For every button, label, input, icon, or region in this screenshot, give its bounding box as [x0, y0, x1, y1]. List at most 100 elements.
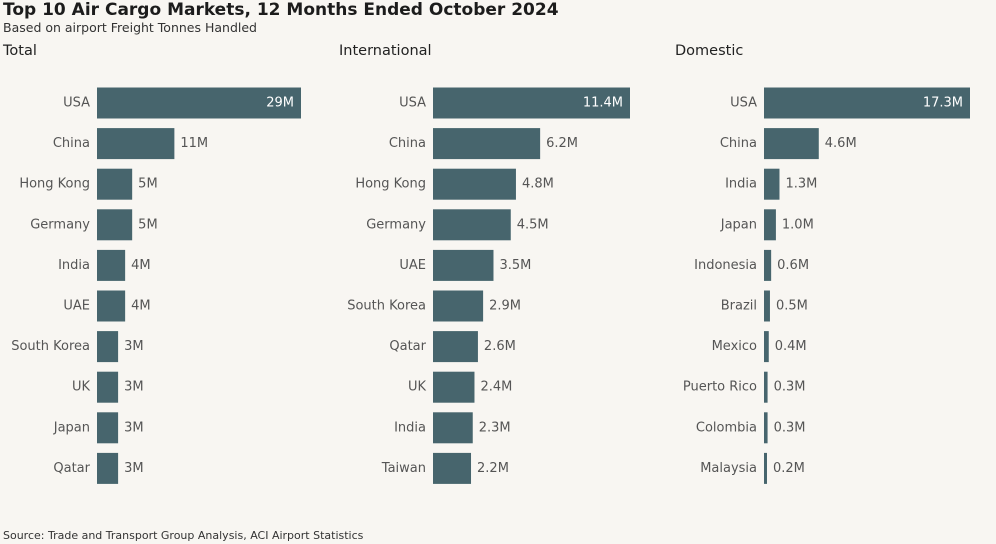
value-label-malaysia: 0.2M — [773, 461, 805, 476]
category-label-uae: UAE — [63, 299, 90, 314]
bar-germany — [433, 209, 511, 241]
value-label-germany: 5M — [138, 217, 158, 232]
bar-india — [764, 168, 780, 200]
bar-indonesia — [764, 249, 772, 281]
source-note: Source: Trade and Transport Group Analys… — [3, 529, 364, 542]
bar-india — [97, 249, 126, 281]
bar-uae — [433, 249, 494, 281]
value-label-indonesia: 0.6M — [777, 258, 809, 273]
bar-puerto-rico — [764, 371, 768, 403]
bar-taiwan — [433, 452, 472, 484]
value-label-puerto-rico: 0.3M — [774, 380, 806, 395]
bar-hong-kong — [433, 168, 516, 200]
bar-south-korea — [433, 290, 484, 322]
category-label-mexico: Mexico — [712, 339, 757, 354]
bar-hong-kong — [97, 168, 133, 200]
value-label-qatar: 3M — [124, 461, 144, 476]
value-label-uk: 2.4M — [480, 380, 512, 395]
value-label-uae: 3.5M — [499, 258, 531, 273]
category-label-qatar: Qatar — [53, 461, 90, 476]
category-label-usa: USA — [399, 96, 426, 111]
category-label-brazil: Brazil — [721, 299, 757, 314]
panel-domestic: USA 17.3M China 4.6M India 1.3M Japan 1.0M Indon… — [683, 87, 970, 484]
panel-title-total: Total — [3, 43, 37, 59]
value-label-usa: 11.4M — [583, 96, 623, 111]
category-label-puerto-rico: Puerto Rico — [683, 380, 757, 395]
value-label-taiwan: 2.2M — [477, 461, 509, 476]
value-label-hong-kong: 4.8M — [522, 177, 554, 192]
category-label-china: China — [389, 136, 426, 151]
category-label-uk: UK — [72, 380, 91, 395]
value-label-china: 4.6M — [825, 136, 857, 151]
value-label-usa: 17.3M — [923, 96, 963, 111]
bar-uk — [97, 371, 119, 403]
chart-title: Top 10 Air Cargo Markets, 12 Months Ende… — [3, 0, 559, 20]
bar-germany — [97, 209, 133, 241]
category-label-uk: UK — [408, 380, 427, 395]
bar-qatar — [433, 331, 478, 363]
category-label-south-korea: South Korea — [347, 299, 426, 314]
category-label-usa: USA — [63, 96, 90, 111]
bar-usa — [764, 87, 970, 119]
value-label-hong-kong: 5M — [138, 177, 158, 192]
category-label-qatar: Qatar — [389, 339, 426, 354]
value-label-uae: 4M — [131, 299, 151, 314]
category-label-india: India — [394, 420, 426, 435]
bar-mexico — [764, 331, 769, 363]
panel-title-domestic: Domestic — [675, 43, 744, 59]
value-label-south-korea: 3M — [124, 339, 144, 354]
value-label-china: 11M — [180, 136, 208, 151]
bar-brazil — [764, 290, 770, 322]
chart-subtitle: Based on airport Freight Tonnes Handled — [3, 20, 257, 35]
category-label-germany: Germany — [366, 217, 426, 232]
bar-malaysia — [764, 452, 767, 484]
value-label-japan: 3M — [124, 420, 144, 435]
bar-china — [764, 128, 819, 160]
value-label-india: 1.3M — [785, 177, 817, 192]
value-label-india: 4M — [131, 258, 151, 273]
value-label-india: 2.3M — [479, 420, 511, 435]
category-label-hong-kong: Hong Kong — [19, 177, 90, 192]
category-label-india: India — [725, 177, 757, 192]
value-label-usa: 29M — [266, 96, 294, 111]
category-label-taiwan: Taiwan — [381, 461, 426, 476]
value-label-mexico: 0.4M — [775, 339, 807, 354]
value-label-china: 6.2M — [546, 136, 578, 151]
category-label-south-korea: South Korea — [11, 339, 90, 354]
value-label-germany: 4.5M — [517, 217, 549, 232]
bar-china — [433, 128, 541, 160]
value-label-colombia: 0.3M — [774, 420, 806, 435]
value-label-japan: 1.0M — [782, 217, 814, 232]
category-label-uae: UAE — [399, 258, 426, 273]
bar-uk — [433, 371, 475, 403]
value-label-south-korea: 2.9M — [489, 299, 521, 314]
panel-international: USA 11.4M China 6.2M Hong Kong 4.8M Germany 4.5… — [347, 87, 630, 484]
category-label-china: China — [53, 136, 90, 151]
bar-qatar — [97, 452, 119, 484]
category-label-malaysia: Malaysia — [700, 461, 757, 476]
panel-total: USA 29M China 11M Hong Kong 5M Germany 5M India 4… — [11, 87, 301, 484]
bar-india — [433, 412, 473, 444]
category-label-usa: USA — [730, 96, 757, 111]
category-label-japan: Japan — [53, 420, 90, 435]
category-label-japan: Japan — [720, 217, 757, 232]
category-label-colombia: Colombia — [696, 420, 757, 435]
bar-uae — [97, 290, 126, 322]
bar-colombia — [764, 412, 768, 444]
category-label-germany: Germany — [30, 217, 90, 232]
bar-japan — [764, 209, 776, 241]
value-label-qatar: 2.6M — [484, 339, 516, 354]
category-label-hong-kong: Hong Kong — [355, 177, 426, 192]
bar-usa — [97, 87, 301, 119]
panel-title-international: International — [339, 43, 432, 59]
category-label-indonesia: Indonesia — [694, 258, 757, 273]
category-label-india: India — [58, 258, 90, 273]
value-label-brazil: 0.5M — [776, 299, 808, 314]
value-label-uk: 3M — [124, 380, 144, 395]
bar-usa — [433, 87, 630, 119]
bar-china — [97, 128, 175, 160]
bar-south-korea — [97, 331, 119, 363]
bar-japan — [97, 412, 119, 444]
category-label-china: China — [720, 136, 757, 151]
